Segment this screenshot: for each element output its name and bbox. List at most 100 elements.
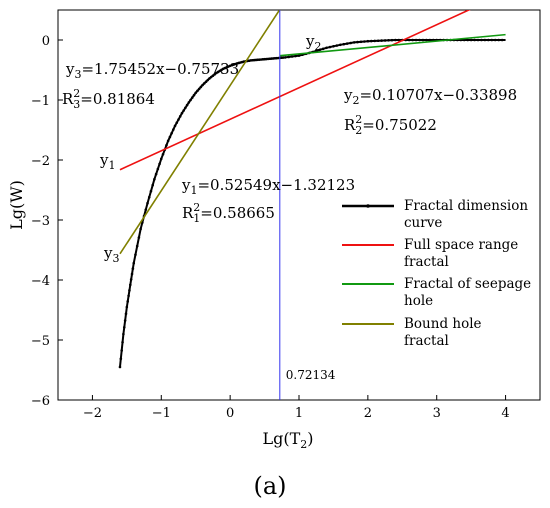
series-line-1: [119, 10, 471, 171]
curve-point: [387, 39, 390, 42]
curve-point: [342, 42, 346, 46]
curve-point: [352, 41, 356, 44]
curve-point: [483, 38, 487, 42]
vertical-marker: 0.72134: [279, 10, 336, 400]
y3-equation: y3=1.75452x−0.75733: [65, 60, 239, 81]
x-tick-label: 0: [226, 406, 234, 421]
curve-point: [411, 38, 414, 42]
curve-point: [201, 83, 204, 87]
curve-point: [190, 96, 194, 99]
r2-value: R2 2=0.75022: [344, 113, 437, 137]
curve-point: [170, 132, 173, 135]
curve-point: [321, 47, 325, 51]
curve-point: [127, 294, 130, 298]
legend-label-2: Fractal of seepage: [404, 276, 531, 292]
curve-point: [339, 43, 342, 47]
curve-point: [366, 39, 370, 43]
curve-point: [124, 312, 128, 316]
y-tick-label: −5: [31, 334, 50, 349]
curve-point: [290, 55, 294, 58]
curve-point: [383, 39, 387, 42]
curve-point: [476, 38, 480, 42]
curve-point: [166, 139, 170, 143]
legend-label-3-cont: fractal: [404, 333, 449, 349]
curve-point: [151, 183, 154, 187]
curve-point: [130, 272, 134, 276]
curve-point: [421, 38, 425, 42]
curve-point: [196, 89, 199, 93]
legend-label-2-cont: hole: [404, 293, 433, 309]
curve-point: [204, 80, 208, 83]
y-tick-label: −6: [31, 394, 50, 409]
curve-point: [129, 283, 132, 287]
y-tick-label: −1: [31, 94, 50, 109]
curve-point: [370, 39, 373, 43]
y-tick-label: 0: [42, 34, 50, 49]
curve-point: [199, 85, 203, 89]
y-tick-label: −4: [31, 274, 50, 289]
curve-point: [118, 365, 122, 369]
curve-point: [325, 46, 328, 50]
curve-point: [122, 332, 125, 336]
curve-point: [206, 78, 210, 82]
curve-point: [414, 38, 418, 42]
curve-point: [144, 208, 148, 211]
curve-point: [192, 93, 196, 97]
curve-point: [380, 39, 383, 42]
curve-point: [487, 38, 490, 42]
curve-point: [158, 162, 161, 166]
series-line-3: [119, 10, 281, 255]
y2-tag: y2: [305, 32, 321, 53]
curve-point: [159, 157, 163, 161]
y1-tag: y1: [99, 151, 115, 172]
curve-point: [165, 144, 168, 147]
x-tick-label: −2: [83, 406, 102, 421]
curve-point: [178, 115, 182, 118]
curve-point: [180, 111, 184, 115]
curve-point: [197, 87, 201, 91]
x-tick-label: −1: [152, 406, 171, 421]
curve-point: [356, 40, 359, 44]
curve-point: [428, 38, 432, 42]
curve-point: [194, 91, 198, 95]
panel-label: (a): [253, 472, 286, 500]
curve-point: [123, 319, 127, 322]
curve-point: [500, 38, 504, 42]
curve-point: [203, 82, 206, 85]
curve-point: [172, 128, 175, 131]
r1-value: R2 1=0.58665: [182, 201, 275, 225]
curve-point: [187, 101, 191, 104]
series-line-2: [279, 33, 506, 57]
curve-point: [332, 45, 335, 48]
curve-point: [480, 38, 483, 42]
y-tick-label: −2: [31, 154, 50, 169]
curve-point: [125, 305, 129, 309]
curve-point: [294, 54, 297, 58]
curve-point: [146, 201, 149, 205]
curve-point: [363, 40, 366, 43]
curve-point: [122, 325, 126, 329]
axis-ticks: −2 −1 0 1 2 3 4 −6 −5 −4 −3 −2 −1 0: [31, 34, 510, 421]
legend-label-1: Full space range: [404, 237, 518, 253]
x-tick-label: 2: [364, 406, 372, 421]
curve-point: [493, 38, 497, 42]
curve-point: [131, 267, 135, 270]
curve-point: [168, 135, 172, 139]
y1-equation: y1=0.52549x−1.32123: [181, 176, 355, 197]
legend-label-0-cont: curve: [404, 215, 442, 231]
curve-point: [418, 38, 421, 42]
curve-point: [345, 42, 349, 45]
curve-point: [156, 167, 160, 171]
curve-point: [134, 253, 137, 256]
curve-point: [397, 38, 401, 42]
curve-point: [149, 189, 153, 193]
y-axis-title: Lg(W): [7, 180, 26, 230]
vertical-line-label: 0.72134: [286, 368, 336, 382]
curve-point: [469, 38, 473, 42]
curve-point: [287, 55, 290, 59]
x-axis-title: Lg(T2): [262, 429, 313, 451]
x-tick-label: 4: [501, 406, 509, 421]
curve-point: [376, 39, 380, 43]
curve-point: [120, 349, 123, 352]
